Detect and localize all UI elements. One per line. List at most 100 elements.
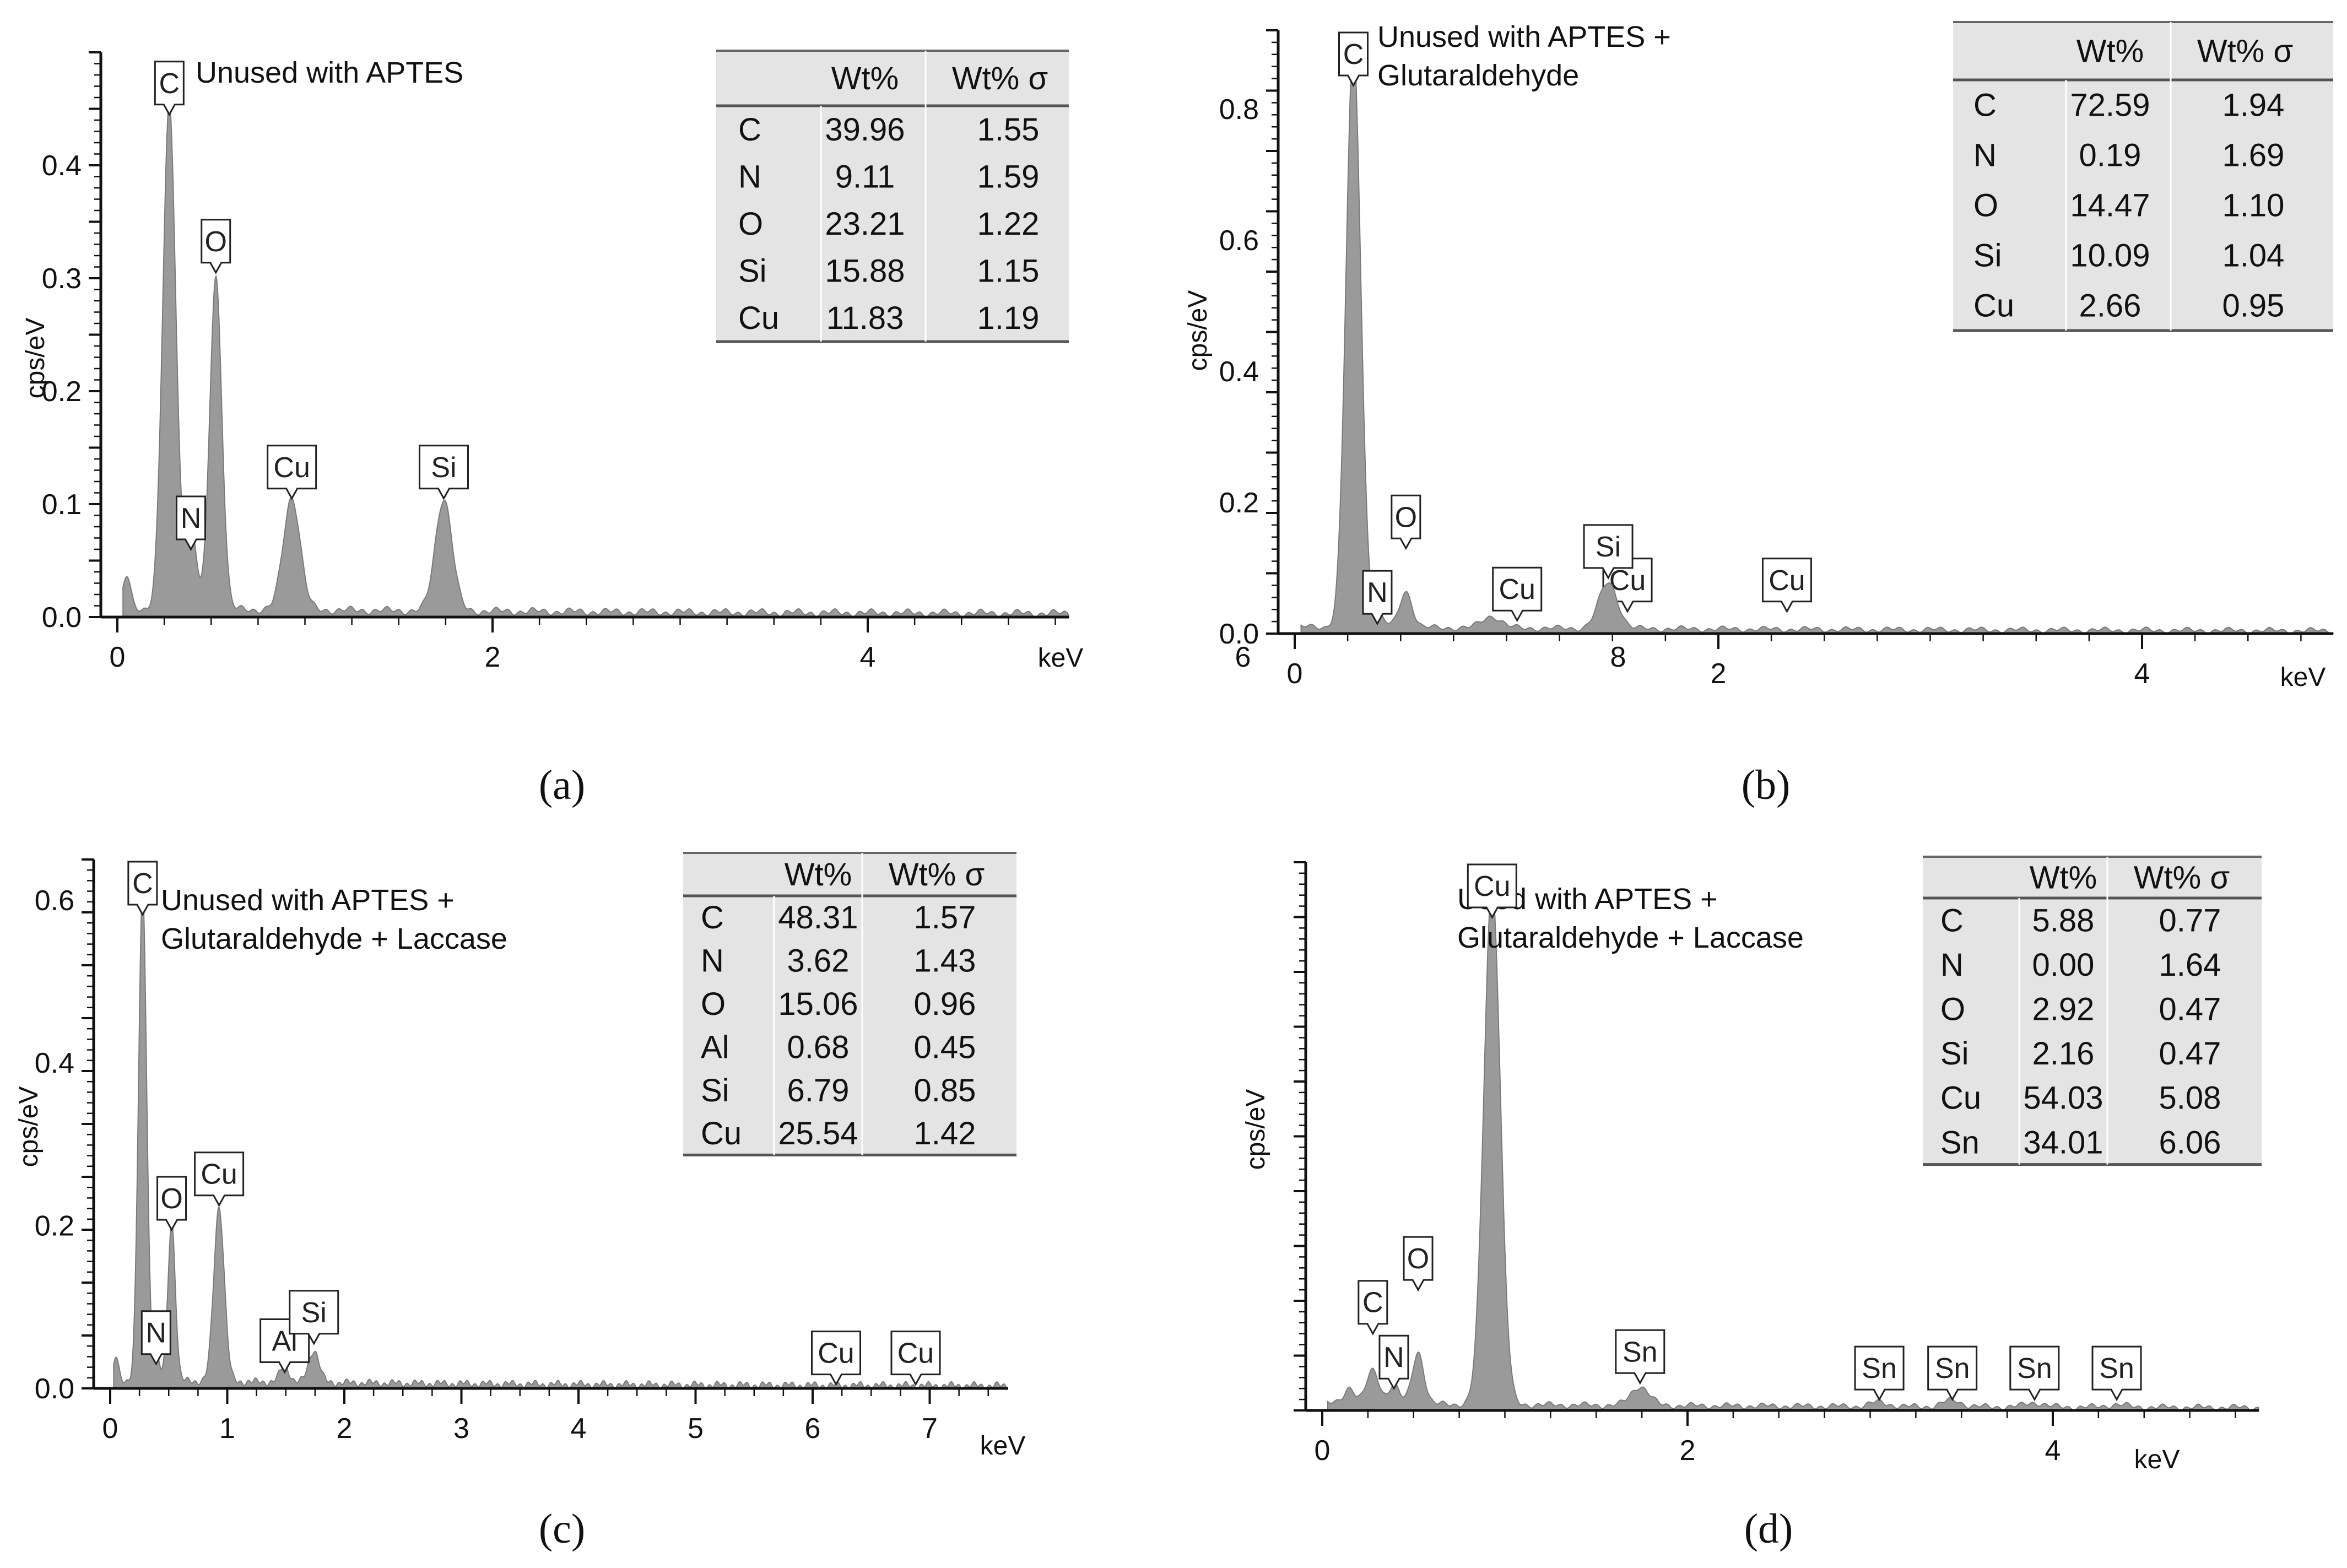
table-value-cell: 1.55 xyxy=(977,112,1040,148)
table-value-cell: 23.21 xyxy=(825,206,905,242)
spectrum-area xyxy=(1327,883,2260,1411)
x-tick-label: 4 xyxy=(860,641,876,673)
table-value-cell: 1.64 xyxy=(2159,947,2221,983)
table-value-cell: 0.95 xyxy=(2222,288,2285,324)
y-axis-label: cps/eV xyxy=(1183,290,1213,371)
peak-label-box xyxy=(1391,494,1421,550)
panel-caption: (a) xyxy=(539,762,585,808)
table-value-cell: 5.88 xyxy=(2032,902,2095,938)
peak-label: Cu xyxy=(811,1331,861,1386)
peak-label-text: Cu xyxy=(201,1159,237,1191)
x-tick-label: 6 xyxy=(1235,641,1251,673)
table-value-cell: 25.54 xyxy=(778,1116,858,1151)
table-element-cell: C xyxy=(1940,902,1964,938)
composition-table: Wt% Wt% σ C 72.59 1.94 N 0.19 1.69 O 14.47 1.10 Si 1… xyxy=(1953,21,2333,332)
x-tick-label: 2 xyxy=(485,641,501,673)
table-value-cell: 2.66 xyxy=(2079,288,2141,324)
peak-label: Cu xyxy=(890,1331,941,1386)
x-axis-label: keV xyxy=(2280,663,2326,692)
table-value-cell: 14.47 xyxy=(2070,188,2150,224)
table-element-cell: N xyxy=(1973,138,1997,174)
panel-title: Glutaraldehyde + Laccase xyxy=(161,922,507,955)
y-axis-label: cps/eV xyxy=(21,318,50,399)
peak-label-text: Cu xyxy=(897,1338,934,1370)
table-element-cell: Si xyxy=(738,253,767,289)
table-element-cell: N xyxy=(738,159,761,194)
peak-label-box xyxy=(1403,1236,1434,1292)
table-value-cell: 0.45 xyxy=(914,1029,976,1065)
x-tick-label: 5 xyxy=(688,1413,704,1445)
table-element-cell: O xyxy=(738,206,763,242)
peak-label-box xyxy=(2091,1345,2142,1402)
x-tick-label: 3 xyxy=(453,1413,469,1445)
peak-label-text: Cu xyxy=(1609,565,1646,597)
panel-caption: (d) xyxy=(1744,1506,1793,1552)
x-axis-label: keV xyxy=(2134,1445,2180,1474)
peak-label: Si xyxy=(1583,524,1634,580)
peak-label-text: O xyxy=(1395,501,1417,533)
peak-label-box xyxy=(1338,31,1369,88)
peak-label: Cu xyxy=(1492,566,1543,623)
peak-label-text: Cu xyxy=(818,1338,854,1370)
peak-label: C xyxy=(1338,31,1369,88)
x-tick-label: 0 xyxy=(102,1413,118,1445)
panel-title: Unused with APTES + xyxy=(161,884,455,917)
table-value-cell: 0.85 xyxy=(914,1073,976,1109)
table-header: Wt% σ xyxy=(2197,34,2293,69)
peak-label-box xyxy=(201,219,231,274)
y-tick-label: 0.2 xyxy=(42,376,82,408)
peak-label: C xyxy=(154,61,185,116)
x-tick-label: 4 xyxy=(2134,658,2150,690)
peak-label: Cu xyxy=(1761,558,1812,613)
peak-label-text: O xyxy=(1407,1243,1429,1275)
table-element-cell: O xyxy=(701,986,726,1022)
table-value-cell: 39.96 xyxy=(825,112,905,148)
table-background xyxy=(716,51,1069,342)
table-value-cell: 1.59 xyxy=(977,159,1040,194)
peak-label-box xyxy=(1378,1334,1409,1391)
peak-label: Sn xyxy=(1854,1345,1905,1402)
table-element-cell: C xyxy=(1973,88,1997,123)
table-value-cell: 48.31 xyxy=(778,900,858,936)
x-tick-label: 1 xyxy=(219,1413,235,1445)
x-tick-label: 2 xyxy=(337,1413,353,1445)
peak-label-box xyxy=(418,445,469,500)
table-value-cell: 34.01 xyxy=(2023,1124,2103,1160)
peak-label-box xyxy=(194,1151,245,1207)
peak-label-box xyxy=(156,1176,187,1232)
peak-label: Sn xyxy=(2009,1345,2060,1402)
y-tick-label: 0.4 xyxy=(42,150,82,182)
peak-label-text: C xyxy=(132,868,153,900)
table-element-cell: O xyxy=(1940,992,1965,1028)
table-element-cell: N xyxy=(1940,947,1964,983)
table-value-cell: 1.57 xyxy=(914,900,976,936)
peak-label: Cu xyxy=(1467,863,1517,920)
table-background xyxy=(683,853,1016,1155)
table-value-cell: 2.16 xyxy=(2032,1036,2095,1072)
peak-label: N xyxy=(175,495,206,551)
table-header: Wt% xyxy=(2076,34,2144,69)
peak-label: Cu xyxy=(267,445,317,500)
table-value-cell: 15.88 xyxy=(825,253,905,289)
table-element-cell: Cu xyxy=(701,1116,742,1151)
y-tick-label: 0.8 xyxy=(1219,94,1259,126)
peak-label: N xyxy=(1378,1334,1409,1391)
peak-label: C xyxy=(127,861,158,917)
table-value-cell: 0.00 xyxy=(2032,947,2095,983)
spectrum-area xyxy=(122,101,1070,618)
panel-title: Unused with APTES xyxy=(196,56,463,89)
peak-label-box xyxy=(811,1331,861,1386)
table-value-cell: 1.10 xyxy=(2222,188,2285,224)
panel-caption: (c) xyxy=(539,1506,585,1552)
table-element-cell: Si xyxy=(1940,1036,1969,1072)
peak-label-text: N xyxy=(1383,1342,1404,1374)
x-tick-label: 2 xyxy=(1711,658,1727,690)
table-header: Wt% xyxy=(831,61,899,96)
table-value-cell: 1.15 xyxy=(977,253,1040,289)
peak-label-text: C xyxy=(1362,1287,1383,1319)
table-value-cell: 0.96 xyxy=(914,986,976,1022)
peak-label-text: C xyxy=(1343,39,1364,71)
peak-label-box xyxy=(1467,863,1517,920)
